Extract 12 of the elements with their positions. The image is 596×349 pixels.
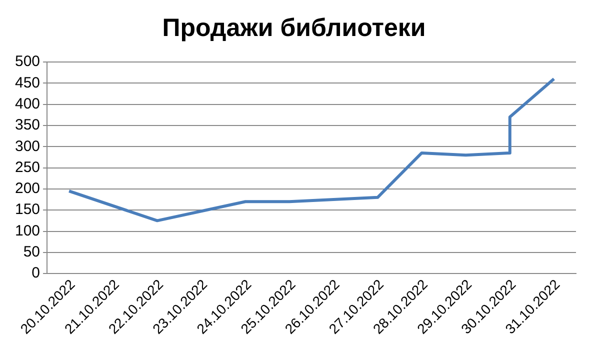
y-tick-label: 200	[14, 180, 40, 198]
chart-title: Продажи библиотеки	[162, 14, 426, 42]
y-tick-label: 500	[14, 53, 40, 70]
y-tick-label: 300	[14, 138, 40, 155]
y-tick-label: 350	[14, 116, 40, 134]
y-tick-label: 250	[14, 158, 40, 176]
y-tick-label: 450	[14, 74, 40, 92]
y-tick-label: 100	[14, 222, 40, 240]
y-tick-label: 50	[23, 244, 40, 261]
y-tick-label: 150	[14, 201, 40, 218]
y-tick-label: 400	[14, 95, 40, 112]
y-tick-label: 0	[32, 264, 40, 282]
